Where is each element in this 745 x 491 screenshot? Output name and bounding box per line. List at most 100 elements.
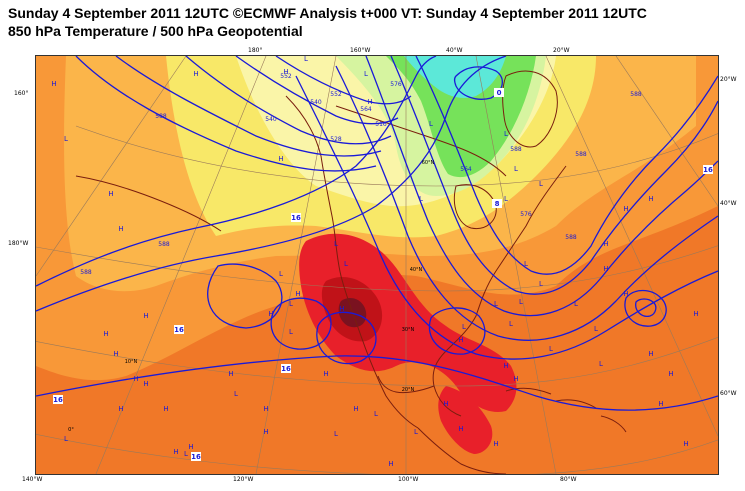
graticule — [36, 56, 718, 474]
low-pressure-marker: L — [289, 328, 293, 336]
high-pressure-marker: H — [163, 405, 168, 413]
high-pressure-marker: H — [103, 330, 108, 338]
north-america-east-coast — [432, 165, 567, 417]
high-pressure-marker: H — [648, 350, 653, 358]
temperature-label-bg — [291, 213, 301, 222]
contour-labels: 540 552 564 576 588 588 588 588 588 588 588 576 564 5… — [80, 73, 642, 276]
high-pressure-marker: H — [367, 98, 372, 106]
edge-label-bottom-100w: 100°W — [398, 476, 419, 483]
high-pressure-marker: H — [683, 440, 688, 448]
contour-label: 552 — [280, 73, 292, 80]
low-pressure-marker: L — [514, 165, 518, 173]
low-pressure-marker: L — [599, 360, 603, 368]
red-caribbean-region — [438, 386, 493, 454]
low-pressure-marker: L — [539, 280, 543, 288]
high-pressure-marker: H — [51, 80, 56, 88]
contour-label: 540 — [265, 116, 277, 123]
low-pressure-marker: L — [64, 435, 68, 443]
low-pressure-marker: L — [289, 300, 293, 308]
high-pressure-marker: H — [295, 290, 300, 298]
high-pressure-marker: H — [388, 460, 393, 468]
low-pressure-marker: L — [419, 195, 423, 203]
temperature-label-bg — [174, 325, 184, 334]
edge-label-top-160w: 160°W — [350, 47, 371, 54]
low-pressure-marker: L — [549, 345, 553, 353]
low-pressure-marker: L — [234, 390, 238, 398]
edge-label-right-20w: 20°W — [720, 76, 737, 83]
low-pressure-marker: L — [184, 450, 188, 458]
high-pressure-marker: H — [193, 70, 198, 78]
contour-label: 588 — [575, 151, 587, 158]
high-pressure-marker: H — [443, 400, 448, 408]
high-pressure-marker: H — [283, 68, 288, 76]
low-pressure-marker: L — [574, 300, 578, 308]
temperature-label-bg — [281, 364, 291, 373]
latitude-label: 60°N — [422, 160, 435, 166]
low-pressure-marker: L — [462, 323, 466, 331]
temperature-label: 16 — [291, 214, 301, 222]
coastlines — [75, 70, 627, 474]
high-pressure-marker: H — [458, 425, 463, 433]
edge-label-bottom-80w: 80°W — [560, 476, 577, 483]
high-pressure-marker: H — [603, 265, 608, 273]
high-pressure-marker: H — [263, 428, 268, 436]
high-pressure-marker: H — [339, 305, 344, 313]
weather-map[interactable]: 540 552 564 576 588 588 588 588 588 588 588 576 564 5… — [35, 55, 719, 475]
gulf-coast — [377, 375, 435, 394]
temperature-label: 16 — [53, 396, 63, 404]
low-pressure-marker: L — [539, 180, 543, 188]
temperature-label: 8 — [495, 200, 500, 208]
chart-title: Sunday 4 September 2011 12UTC ©ECMWF Ana… — [8, 5, 647, 21]
high-pressure-marker: H — [693, 310, 698, 318]
low-pressure-marker: L — [594, 325, 598, 333]
temperature-label-bg — [492, 199, 502, 208]
temperature-label: 16 — [191, 453, 201, 461]
latitude-label: 10°N — [125, 359, 138, 365]
high-pressure-marker: H — [108, 190, 113, 198]
low-pressure-marker: L — [414, 428, 418, 436]
low-pressure-marker: L — [429, 120, 433, 128]
low-pressure-marker: L — [519, 298, 523, 306]
high-pressure-marker: H — [458, 336, 463, 344]
high-pressure-marker: H — [268, 310, 273, 318]
contour-label: 576 — [520, 211, 532, 218]
temperature-label-bg — [703, 165, 713, 174]
high-pressure-marker: H — [228, 370, 233, 378]
red-hot-region — [299, 233, 517, 412]
edge-label-bottom-120w: 120°W — [233, 476, 254, 483]
low-pressure-marker: L — [374, 410, 378, 418]
low-pressure-marker: L — [334, 430, 338, 438]
low-pressure-marker: L — [364, 70, 368, 78]
contour-label: 588 — [158, 241, 170, 248]
high-pressure-marker: H — [173, 448, 178, 456]
latitude-label: 40°N — [410, 267, 423, 273]
central-america — [417, 427, 507, 474]
low-pressure-marker: L — [334, 240, 338, 248]
temperature-label: 0 — [497, 89, 502, 97]
high-pressure-marker: H — [133, 375, 138, 383]
high-pressure-marker: H — [143, 312, 148, 320]
high-pressure-marker: H — [323, 370, 328, 378]
low-pressure-marker: L — [504, 130, 508, 138]
high-pressure-marker: H — [143, 380, 148, 388]
latitude-label: 20°N — [402, 387, 415, 393]
high-pressure-marker: H — [623, 290, 628, 298]
edge-label-top-20w: 20°W — [553, 47, 570, 54]
edge-label-left-180w: 180°W — [8, 240, 29, 247]
temperature-labels: 16 16 16 16 16 16 0 8 — [53, 88, 713, 461]
latitude-labels: 60°N 40°N 30°N 20°N 10°N 0° — [68, 160, 434, 433]
high-pressure-marker: H — [623, 205, 628, 213]
contour-label: 588 — [565, 234, 577, 241]
low-pressure-marker: L — [344, 260, 348, 268]
contour-label: 576 — [390, 81, 402, 88]
temperature-label-bg — [53, 395, 63, 404]
low-pressure-marker: L — [494, 300, 498, 308]
temperature-label-bg — [494, 88, 504, 97]
edge-label-left-160: 160° — [14, 90, 29, 97]
temperature-label: 16 — [703, 166, 713, 174]
high-pressure-marker: H — [353, 405, 358, 413]
low-pressure-marker: L — [509, 320, 513, 328]
temperature-field — [36, 56, 718, 474]
latitude-label: 0° — [68, 427, 74, 433]
pressure-centers: H H H H H H H H H H H H H H H H H H H H H H H H H H H H H H H H H H H H H H H H… — [51, 56, 698, 468]
